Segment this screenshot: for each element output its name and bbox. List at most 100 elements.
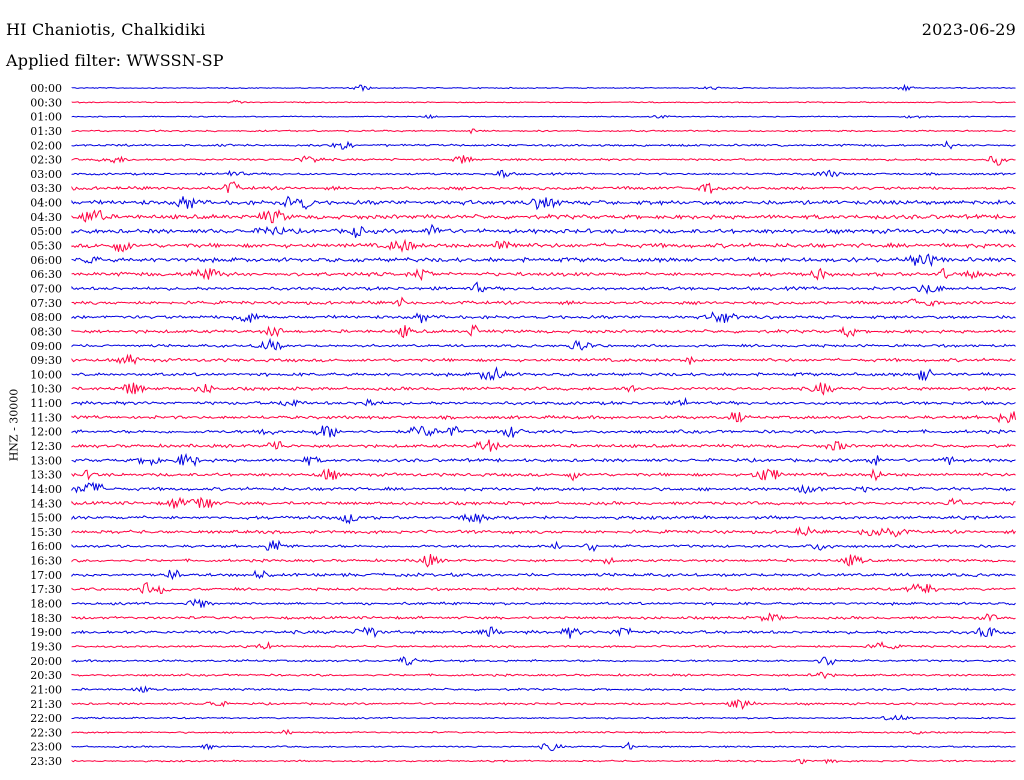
seismic-trace-line [71,728,1016,736]
seismic-trace-line [71,554,1016,568]
seismic-trace-line [71,496,1016,509]
seismic-trace-line [71,181,1016,194]
time-tick-label: 21:00 [30,683,62,696]
seismic-trace-line [71,208,1016,224]
filter-label: Applied filter: WWSSN-SP [6,51,224,70]
time-tick-label: 05:00 [30,225,62,238]
seismic-trace-line [71,396,1016,408]
seismic-trace-line [71,324,1016,339]
time-tick-label: 06:00 [30,254,62,267]
seismic-trace-line [71,382,1016,396]
time-tick-label: 03:30 [30,182,62,195]
seismic-trace-line [71,155,1016,166]
seismic-trace-line [71,439,1016,452]
time-tick-label: 00:30 [30,96,62,109]
trace-lines [71,83,1016,765]
time-tick-label: 08:00 [30,311,62,324]
time-tick-label: 14:00 [30,483,62,496]
seismic-trace-line [71,99,1016,104]
seismic-trace-line [71,140,1016,150]
time-tick-label: 12:30 [30,440,62,453]
seismic-trace-line [71,114,1016,119]
seismic-trace-line [71,281,1016,295]
seismic-trace-line [71,612,1016,622]
seismic-trace-line [71,539,1016,553]
time-tick-label: 23:30 [30,755,62,768]
time-tick-label: 09:30 [30,354,62,367]
seismic-trace-line [71,699,1016,710]
time-tick-label: 15:30 [30,526,62,539]
seismic-trace-line [71,741,1016,752]
time-tick-label: 20:30 [30,669,62,682]
time-tick-label: 10:30 [30,383,62,396]
time-tick-label: 01:30 [30,125,62,138]
time-tick-label: 11:30 [30,411,62,424]
time-tick-label: 08:30 [30,325,62,338]
time-tick-label: 13:30 [30,469,62,482]
seismic-trace-line [71,685,1016,693]
time-tick-label: 01:00 [30,111,62,124]
seismic-trace-line [71,353,1016,366]
seismic-trace-line [71,311,1016,324]
time-tick-label: 18:00 [30,598,62,611]
seismic-trace-line [71,238,1016,253]
time-tick-label: 14:30 [30,497,62,510]
time-tick-label: 03:00 [30,168,62,181]
seismic-trace-line [71,128,1016,135]
time-tick-label: 02:00 [30,139,62,152]
time-tick-label: 06:30 [30,268,62,281]
time-tick-label: 04:00 [30,197,62,210]
seismic-trace-line [71,366,1016,382]
time-tick-label: 15:00 [30,512,62,525]
time-tick-label: 23:00 [30,741,62,754]
time-tick-label: 13:00 [30,454,62,467]
seismic-trace-line [71,468,1016,482]
seismic-trace-line [71,598,1016,609]
time-tick-label: 22:30 [30,726,62,739]
time-tick-label: 19:00 [30,626,62,639]
seismic-trace-line [71,425,1016,438]
seismic-trace-line [71,640,1016,650]
seismic-trace-line [71,671,1016,680]
time-tick-label: 05:30 [30,240,62,253]
time-tick-label: 07:00 [30,282,62,295]
seismic-trace-line [71,195,1016,211]
station-title: HI Chaniotis, Chalkidiki [6,20,206,39]
seismic-trace-line [71,525,1016,538]
seismic-trace-line [71,253,1016,268]
seismic-trace-line [71,267,1016,282]
time-tick-label: 16:30 [30,555,62,568]
record-date: 2023-06-29 [921,20,1016,39]
time-tick-label: 17:30 [30,583,62,596]
seismic-trace-line [71,223,1016,238]
time-tick-label: 22:00 [30,712,62,725]
time-tick-label: 20:00 [30,655,62,668]
seismic-trace-line [71,453,1016,467]
time-tick-label: 11:00 [30,397,62,410]
time-tick-label: 17:00 [30,569,62,582]
seismic-trace-line [71,337,1016,351]
seismic-trace-line [71,411,1016,424]
seismic-trace-line [71,169,1016,179]
seismic-trace-line [71,714,1016,721]
time-tick-label: 10:00 [30,368,62,381]
time-tick-label: 18:30 [30,612,62,625]
time-tick-label: 19:30 [30,640,62,653]
seismic-trace-line [71,83,1016,92]
seismic-trace-line [71,513,1016,525]
seismic-trace-line [71,626,1016,639]
time-tick-label: 21:30 [30,698,62,711]
seismic-trace-line [71,581,1016,595]
time-tick-label: 02:30 [30,154,62,167]
seismic-trace-line [71,656,1016,666]
time-tick-label: 00:00 [30,82,62,95]
time-tick-label: 12:00 [30,426,62,439]
seismic-trace-line [71,296,1016,308]
seismic-trace-line [71,758,1016,765]
seismic-trace-line [71,481,1016,495]
time-tick-label: 16:00 [30,540,62,553]
seismic-trace-line [71,569,1016,581]
time-tick-label: 04:30 [30,211,62,224]
